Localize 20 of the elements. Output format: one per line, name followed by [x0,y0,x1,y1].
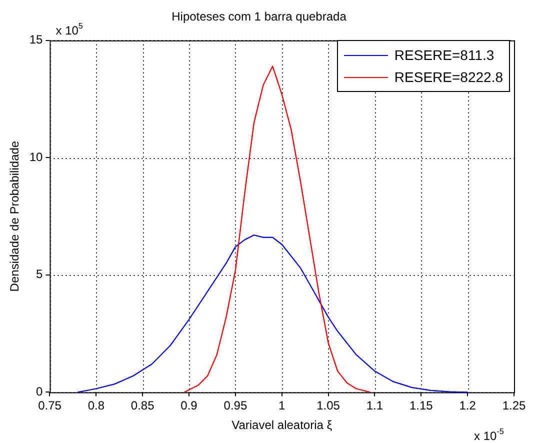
y-tick-label: 10 [29,150,44,164]
legend-label: RESERE=8222.8 [394,68,503,87]
y-tick-label: 0 [36,384,44,399]
x-tick-label: 1.25 [502,398,526,413]
x-tick-label: 1 [278,398,286,413]
y-tick-label: 5 [36,267,44,282]
chart-title: Hipoteses com 1 barra quebrada [172,10,347,24]
x-tick-label: 1.15 [409,398,434,413]
x-tick-label: 0.85 [130,398,155,413]
x-tick-label: 0.9 [180,398,198,413]
x-tick-label: 1.1 [366,398,384,413]
x-tick-label: 1.05 [316,398,340,413]
x-tick-label: 0.75 [38,398,62,413]
x-axis-title: Variavel aleatoria ξ [232,418,333,432]
x-tick-label: 0.8 [88,398,105,413]
x-tick-label: 0.95 [224,398,248,413]
x-tick-label: 1.2 [459,398,476,413]
legend-label: RESERE=811.3 [394,46,494,65]
y-axis-title: Densidade de Probabilidade [8,140,22,292]
y-tick-label: 15 [29,32,44,47]
